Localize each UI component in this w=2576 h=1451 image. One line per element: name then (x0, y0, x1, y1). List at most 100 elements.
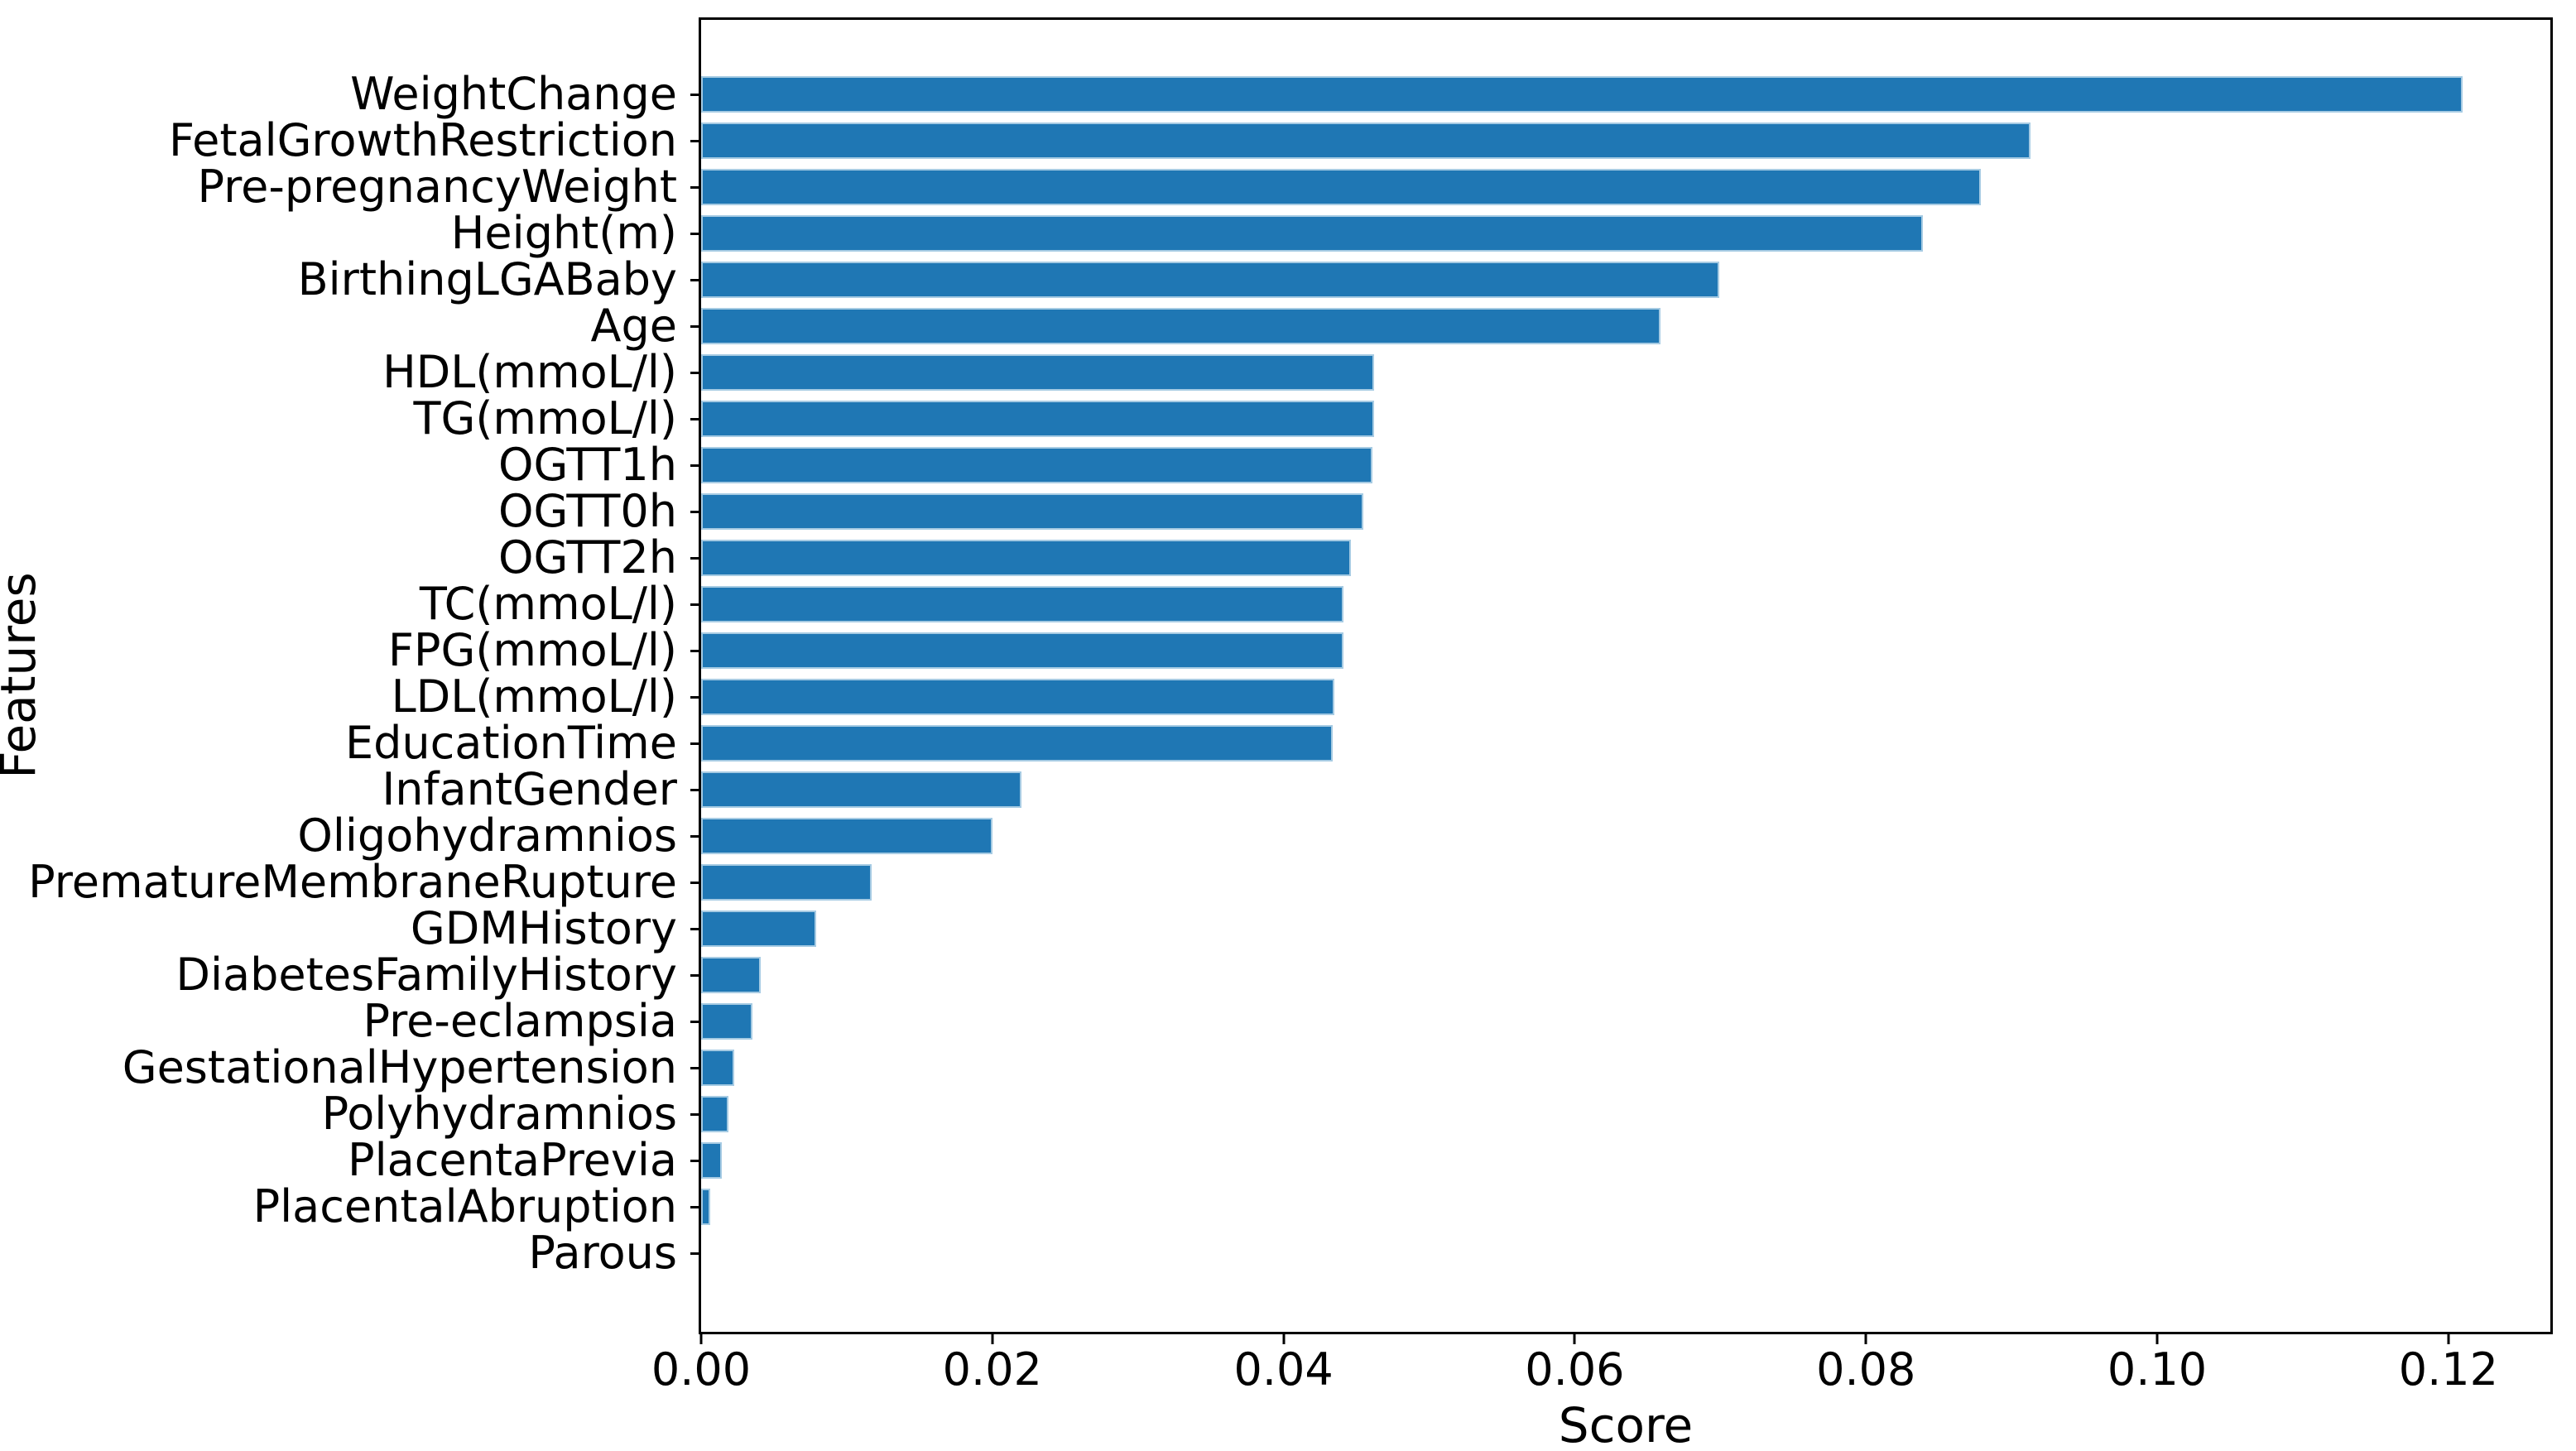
y-tick-label: HDL(mmoL/l) (382, 346, 677, 398)
bar-row: OGTT1h (0, 442, 2576, 488)
y-tick-mark (690, 417, 699, 420)
y-tick-label: Parous (528, 1227, 677, 1279)
x-tick-label: 0.12 (2398, 1343, 2498, 1396)
y-tick-label: GDMHistory (410, 902, 677, 954)
bar (701, 910, 816, 947)
y-tick-label: TC(mmoL/l) (419, 578, 677, 630)
bar-row: GestationalHypertension (0, 1045, 2576, 1091)
y-tick-label: OGTT2h (497, 531, 677, 584)
x-tick-mark (2447, 1334, 2450, 1344)
bar (701, 864, 872, 901)
y-tick-label: OGTT0h (497, 485, 677, 537)
bar (701, 1189, 710, 1225)
y-tick-label: FPG(mmoL/l) (387, 624, 677, 676)
x-tick-mark (1282, 1334, 1286, 1344)
y-tick-mark (690, 232, 699, 235)
x-tick-mark (1573, 1334, 1576, 1344)
x-tick-label: 0.00 (651, 1343, 752, 1396)
bar (701, 540, 1351, 576)
y-tick-mark (690, 973, 699, 977)
y-tick-mark (690, 695, 699, 699)
x-tick-label: 0.02 (942, 1343, 1042, 1396)
bar-row: Polyhydramnios (0, 1091, 2576, 1137)
y-tick-mark (690, 324, 699, 328)
y-tick-mark (690, 93, 699, 96)
y-tick-label: InfantGender (382, 763, 677, 815)
y-tick-mark (690, 881, 699, 884)
y-tick-mark (690, 649, 699, 652)
y-tick-label: DiabetesFamilyHistory (175, 949, 677, 1001)
bar-row: DiabetesFamilyHistory (0, 952, 2576, 998)
y-tick-mark (690, 464, 699, 467)
x-tick-label: 0.04 (1233, 1343, 1334, 1396)
y-tick-mark (690, 556, 699, 560)
bar-row: EducationTime (0, 720, 2576, 766)
bar (701, 76, 2463, 113)
bar (701, 401, 1374, 437)
bar-row: FPG(mmoL/l) (0, 627, 2576, 674)
y-tick-label: PrematureMembraneRupture (28, 856, 677, 908)
bar (701, 586, 1343, 622)
bar-row: Oligohydramnios (0, 813, 2576, 859)
bar-row: PlacentalAbruption (0, 1184, 2576, 1230)
bar (701, 123, 2031, 159)
y-tick-label: PlacentaPrevia (348, 1134, 677, 1186)
bar-row: OGTT2h (0, 535, 2576, 581)
y-tick-mark (690, 139, 699, 142)
y-tick-label: Pre-pregnancyWeight (197, 161, 677, 213)
bar-row: OGTT0h (0, 488, 2576, 535)
bar-row: TC(mmoL/l) (0, 581, 2576, 627)
y-tick-mark (690, 834, 699, 838)
bar-row: TG(mmoL/l) (0, 396, 2576, 442)
bar-row: Pre-eclampsia (0, 998, 2576, 1045)
y-tick-label: WeightChange (350, 68, 677, 120)
y-tick-label: Pre-eclampsia (363, 995, 677, 1047)
y-tick-label: EducationTime (345, 717, 677, 769)
y-tick-label: LDL(mmoL/l) (391, 670, 677, 723)
bar (701, 215, 1923, 252)
plot-area (699, 17, 2553, 1334)
x-tick-mark (991, 1334, 994, 1344)
bar-row: Parous (0, 1230, 2576, 1276)
y-tick-mark (690, 1252, 699, 1255)
x-tick-label: 0.06 (1525, 1343, 1625, 1396)
y-tick-mark (690, 510, 699, 513)
y-tick-mark (690, 1020, 699, 1023)
bar (701, 169, 1981, 205)
x-tick-label: 0.10 (2107, 1343, 2208, 1396)
bar (701, 354, 1374, 391)
y-tick-mark (690, 603, 699, 606)
bar (701, 725, 1333, 762)
bar (701, 679, 1334, 715)
y-tick-label: Height(m) (450, 207, 677, 259)
bar (701, 1096, 728, 1132)
y-tick-label: Polyhydramnios (321, 1088, 677, 1140)
bar-row: Pre-pregnancyWeight (0, 164, 2576, 210)
y-tick-label: OGTT1h (497, 439, 677, 491)
bar-row: FetalGrowthRestriction (0, 118, 2576, 164)
bar-row: Age (0, 303, 2576, 349)
y-tick-label: BirthingLGABaby (297, 253, 677, 305)
y-tick-label: PlacentalAbruption (252, 1180, 677, 1232)
bar (701, 308, 1660, 344)
y-tick-mark (690, 1205, 699, 1208)
y-tick-label: Age (590, 300, 677, 352)
y-tick-label: TG(mmoL/l) (413, 392, 678, 444)
y-tick-label: FetalGrowthRestriction (168, 114, 677, 166)
y-tick-mark (690, 788, 699, 791)
x-tick-label: 0.08 (1816, 1343, 1916, 1396)
y-tick-label: GestationalHypertension (122, 1041, 677, 1093)
bar-row: LDL(mmoL/l) (0, 674, 2576, 720)
bar-row: PlacentaPrevia (0, 1137, 2576, 1184)
bar-row: BirthingLGABaby (0, 257, 2576, 303)
bar-row: PrematureMembraneRupture (0, 859, 2576, 906)
y-tick-mark (690, 1159, 699, 1162)
bar (701, 957, 761, 993)
bar (701, 447, 1372, 483)
bar (701, 818, 992, 854)
bar-row: HDL(mmoL/l) (0, 349, 2576, 396)
x-tick-mark (2155, 1334, 2159, 1344)
bar (701, 1142, 722, 1179)
bar (701, 493, 1363, 530)
